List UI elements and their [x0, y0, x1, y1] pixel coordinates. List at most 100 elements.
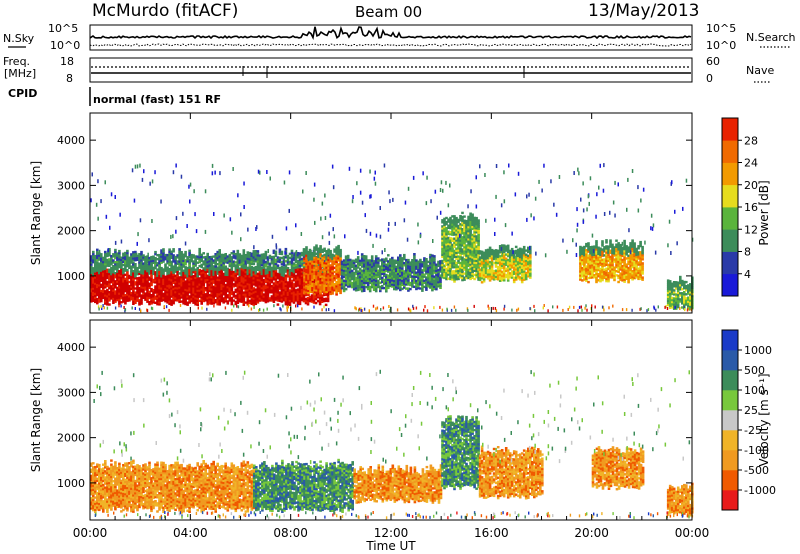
heatmap-cell [124, 289, 127, 293]
heatmap-cell [453, 270, 456, 273]
heatmap-cell [286, 263, 290, 266]
heatmap-cell [433, 265, 436, 268]
heatmap-cell [389, 266, 392, 269]
heatmap-cell [389, 260, 392, 263]
heatmap-cell [106, 262, 109, 265]
heatmap-cell [100, 279, 103, 282]
heatmap-cell [242, 251, 246, 254]
heatmap-cell [304, 299, 308, 303]
heatmap-cell [437, 274, 440, 278]
heatmap-cell [395, 275, 398, 279]
heatmap-cell [166, 270, 169, 273]
heatmap-cell [441, 276, 444, 279]
heatmap-cell [317, 253, 320, 257]
heatmap-cell [190, 258, 193, 261]
heatmap-cell [232, 264, 236, 268]
heatmap-cell [319, 273, 322, 276]
heatmap-cell [381, 260, 384, 263]
heatmap-cell [224, 273, 227, 276]
heatmap-cell [288, 289, 292, 292]
heatmap-cell [284, 252, 288, 255]
heatmap-cell [140, 300, 143, 303]
heatmap-cell [331, 288, 334, 291]
heatmap-cell [294, 263, 298, 267]
heatmap-cell [348, 258, 352, 262]
heatmap-cell [364, 285, 368, 289]
heatmap-cell [178, 300, 181, 304]
heatmap-cell [262, 262, 266, 266]
heatmap-cell [128, 276, 131, 280]
heatmap-cell [272, 268, 276, 271]
heatmap-cell [120, 301, 123, 304]
heatmap-cell [455, 261, 458, 265]
heatmap-cell [130, 287, 133, 291]
heatmap-cell [319, 269, 322, 272]
heatmap-cell [447, 273, 450, 276]
heatmap-cell [306, 299, 310, 302]
heatmap-cell [305, 282, 308, 286]
heatmap-cell [212, 275, 215, 278]
heatmap-cell [268, 282, 272, 286]
heatmap-cell [154, 271, 157, 274]
heatmap-cell [459, 243, 462, 246]
heatmap-cell [362, 269, 366, 272]
heatmap-cell [130, 271, 133, 274]
heatmap-cell [298, 254, 302, 257]
heatmap-cell [152, 259, 155, 262]
heatmap-cell [168, 252, 171, 255]
heatmap-cell [138, 295, 141, 298]
heatmap-cell [419, 271, 422, 274]
heatmap-cell [272, 266, 276, 269]
heatmap-cell [385, 290, 388, 293]
heatmap-cell [356, 272, 360, 275]
heatmap-cell [150, 265, 153, 268]
heatmap-cell [327, 264, 330, 268]
heatmap-cell [352, 277, 356, 281]
heatmap-cell [252, 277, 256, 280]
heatmap-cell [218, 249, 221, 252]
heatmap-cell [337, 271, 340, 274]
heatmap-cell [288, 269, 292, 272]
heatmap-cell [114, 252, 117, 256]
heatmap-cell [459, 274, 462, 277]
heatmap-cell [411, 269, 414, 272]
heatmap-cell [360, 279, 364, 283]
heatmap-cell [142, 292, 145, 295]
heatmap-cell [96, 285, 99, 289]
heatmap-cell [387, 286, 390, 290]
heatmap-cell [362, 263, 366, 266]
heatmap-cell [282, 282, 286, 286]
heatmap-cell [427, 281, 430, 284]
heatmap-cell [106, 288, 109, 292]
heatmap-cell [323, 257, 326, 261]
heatmap-cell [337, 273, 340, 276]
heatmap-cell [230, 288, 234, 292]
heatmap-cell [152, 255, 155, 258]
heatmap-cell [158, 280, 161, 284]
heatmap-cell [94, 272, 97, 275]
heatmap-cell [256, 250, 260, 253]
heatmap-cell [364, 255, 368, 258]
heatmap-cell [216, 280, 219, 283]
heatmap-cell [158, 293, 161, 296]
heatmap-cell [310, 280, 314, 283]
heatmap-cell [128, 286, 131, 290]
heatmap-cell [190, 287, 193, 291]
heatmap-cell [323, 286, 326, 289]
heatmap-cell [92, 293, 95, 296]
heatmap-cell [455, 263, 458, 267]
heatmap-cell [134, 254, 137, 258]
heatmap-cell [319, 253, 322, 256]
heatmap-cell [198, 254, 201, 257]
heatmap-cell [437, 264, 440, 268]
heatmap-cell [344, 275, 348, 279]
heatmap-cell [441, 265, 444, 269]
heatmap-cell [453, 215, 456, 218]
heatmap-cell [212, 279, 215, 282]
heatmap-cell [184, 272, 187, 275]
heatmap-cell [321, 289, 324, 292]
heatmap-cell [196, 279, 199, 282]
heatmap-cell [407, 289, 410, 292]
heatmap-cell [284, 260, 288, 263]
heatmap-cell [383, 278, 386, 282]
